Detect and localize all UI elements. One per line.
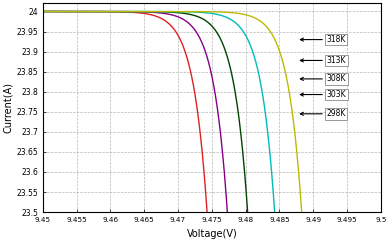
Text: 298K: 298K: [300, 109, 346, 118]
Text: 318K: 318K: [300, 35, 346, 44]
Y-axis label: Current(A): Current(A): [4, 82, 14, 133]
X-axis label: Voltage(V): Voltage(V): [186, 228, 237, 239]
Text: 308K: 308K: [300, 74, 346, 83]
Text: 313K: 313K: [300, 56, 346, 65]
Text: 303K: 303K: [300, 90, 346, 99]
